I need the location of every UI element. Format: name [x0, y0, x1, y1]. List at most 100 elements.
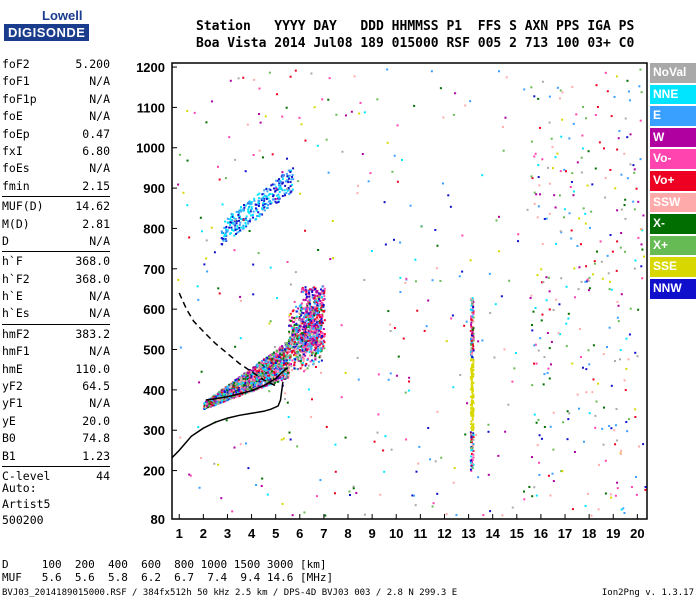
echo-point [470, 420, 473, 423]
echo-point [313, 331, 316, 334]
echo-point [576, 245, 579, 248]
echo-point [471, 416, 474, 419]
echo-point [263, 376, 266, 379]
echo-point [214, 403, 217, 406]
param-name: foE [2, 109, 23, 124]
echo-point [236, 231, 239, 234]
echo-point [535, 494, 538, 497]
echo-point [211, 404, 214, 407]
echo-point [179, 436, 182, 439]
echo-point [288, 431, 291, 434]
echo-point [399, 241, 402, 244]
echo-point [540, 281, 543, 284]
echo-point [310, 288, 313, 291]
echo-point [334, 492, 337, 495]
echo-point [246, 374, 249, 377]
echo-point [250, 371, 253, 374]
echo-point [248, 386, 251, 389]
echo-point [218, 292, 221, 295]
echo-point [280, 379, 283, 382]
echo-point [289, 283, 292, 286]
echo-point [471, 297, 474, 300]
echo-point [313, 339, 316, 342]
echo-point [599, 240, 602, 243]
echo-point [266, 206, 269, 209]
muf-table: D 100 200 400 600 800 1000 1500 3000 [km… [2, 558, 333, 584]
echo-point [262, 205, 265, 208]
echo-point [261, 208, 264, 211]
echo-point [449, 205, 452, 208]
echo-point [399, 276, 402, 279]
echo-point [470, 337, 473, 340]
echo-point [470, 334, 473, 337]
echo-point [588, 412, 591, 415]
echo-point [334, 443, 337, 446]
echo-point [315, 321, 318, 324]
echo-point [237, 214, 240, 217]
echo-point [269, 353, 272, 356]
echo-point [261, 373, 264, 376]
param-row: foF2 5.200 [2, 56, 110, 73]
echo-point [316, 329, 319, 332]
echo-point [197, 426, 200, 429]
echo-point [208, 404, 211, 407]
echo-point [321, 98, 324, 101]
echo-point [313, 324, 316, 327]
echo-point [257, 204, 260, 207]
echo-point [576, 161, 579, 164]
echo-point [276, 380, 279, 383]
echo-point [279, 185, 282, 188]
echo-point [487, 430, 490, 433]
echo-point [552, 308, 555, 311]
echo-point [287, 177, 290, 180]
echo-point [615, 75, 618, 78]
echo-point [538, 434, 541, 437]
param-value: 383.2 [75, 326, 110, 341]
echo-point [291, 514, 294, 517]
echo-point [250, 214, 253, 217]
echo-point [472, 375, 475, 378]
echo-point [308, 299, 311, 302]
echo-point [231, 395, 234, 398]
echo-point [408, 376, 411, 379]
echo-point [306, 306, 309, 309]
param-row: M(D) 2.81 [2, 216, 110, 233]
echo-point [220, 243, 223, 246]
echo-point [453, 467, 456, 470]
echo-point [314, 298, 317, 301]
echo-point [259, 121, 262, 124]
echo-point [540, 437, 543, 440]
echo-point [482, 514, 485, 517]
echo-point [597, 382, 600, 385]
echo-point [275, 201, 278, 204]
x-tick-label: 13 [461, 526, 475, 541]
echo-point [215, 393, 218, 396]
echo-point [320, 318, 323, 321]
echo-point [228, 386, 231, 389]
echo-point [302, 331, 305, 334]
echo-point [234, 379, 237, 382]
echo-point [310, 335, 313, 338]
echo-point [471, 389, 474, 392]
echo-point [533, 486, 536, 489]
echo-point [299, 367, 302, 370]
echo-point [287, 344, 290, 347]
echo-point [212, 399, 215, 402]
logo-line-2: DIGISONDE [4, 24, 90, 41]
echo-point [291, 331, 294, 334]
echo-point [534, 343, 537, 346]
echo-point [587, 349, 590, 352]
dashed-profile [178, 292, 277, 387]
echo-point [377, 413, 380, 416]
param-name: h`E [2, 289, 23, 304]
echo-point [258, 379, 261, 382]
echo-point [309, 350, 312, 353]
echo-point [240, 210, 243, 213]
echo-point [634, 415, 637, 418]
echo-point [308, 337, 311, 340]
echo-point [320, 303, 323, 306]
echo-point [310, 348, 313, 351]
echo-point [304, 288, 307, 291]
echo-point [265, 371, 268, 374]
